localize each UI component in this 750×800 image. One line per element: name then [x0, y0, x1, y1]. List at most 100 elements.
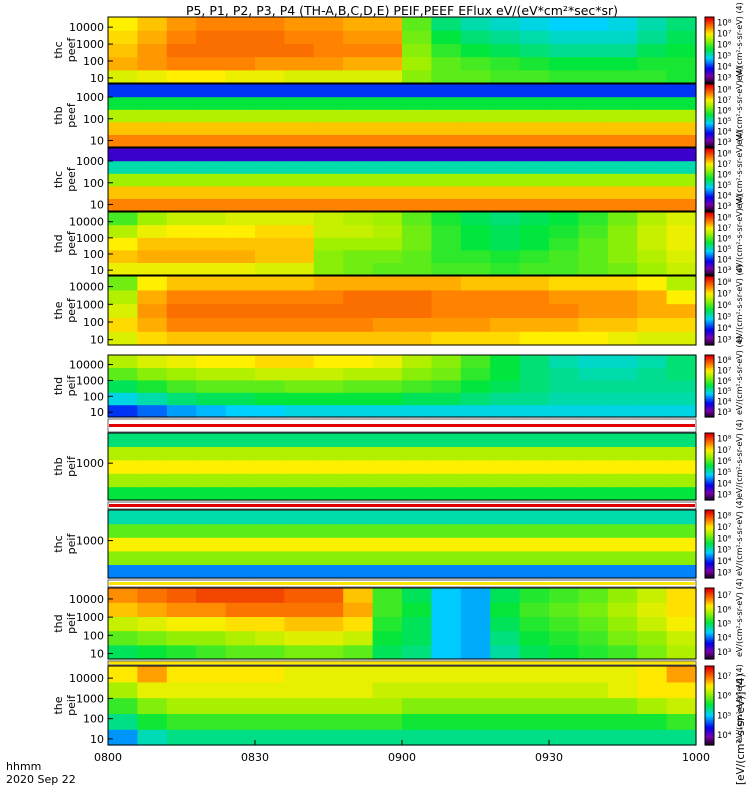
colorbar-segment [705, 528, 714, 531]
heatmap-cell [402, 17, 432, 31]
heatmap-cell [255, 616, 285, 632]
colorbar-segment [705, 709, 714, 713]
heatmap-cell [108, 237, 138, 251]
heatmap-cell [431, 148, 462, 162]
colorbar-segment [705, 544, 714, 547]
colorbar-segment [705, 203, 714, 206]
heatmap-cell [255, 537, 285, 552]
heatmap-cell [490, 630, 521, 646]
heatmap-cell [255, 237, 285, 251]
colorbar-label: eV/(cm²-s-sr-eV) (4) [735, 2, 744, 81]
heatmap-cell [666, 433, 697, 447]
colorbar-segment [705, 614, 714, 618]
heatmap-cell [490, 317, 521, 332]
heatmap-cell [519, 537, 550, 552]
heatmap-cell [666, 212, 697, 226]
heatmap-cell [402, 289, 432, 305]
colorbar-segment [705, 484, 714, 488]
heatmap-cell [460, 729, 491, 746]
heatmap-cell [313, 84, 344, 98]
heatmap-cell [313, 148, 344, 162]
colorbar-segment [705, 468, 714, 471]
panel-name-label: the [52, 301, 65, 319]
heatmap-cell [196, 109, 227, 123]
heatmap-cell [607, 317, 638, 332]
heatmap-cell [284, 30, 315, 44]
heatmap-cell [607, 486, 638, 501]
colorbar-segment [705, 451, 714, 454]
heatmap-cell [519, 630, 550, 646]
colorbar-segment [705, 61, 714, 64]
colorbar-segment [705, 291, 714, 294]
heatmap-cell [519, 198, 550, 212]
heatmap-cell [225, 433, 256, 447]
heatmap-cell [166, 262, 197, 276]
colorbar-segment [705, 343, 714, 346]
heatmap-cell [460, 392, 491, 406]
panel-sub-label: peef [65, 297, 78, 323]
heatmap-cell [637, 616, 668, 632]
heatmap-cell [372, 198, 403, 212]
heatmap-cell [255, 564, 285, 579]
colorbar-segment [705, 491, 714, 494]
colorbar-tick-label: 10⁷ [717, 96, 732, 106]
heatmap-cell [402, 459, 432, 474]
heatmap-cell [460, 697, 491, 714]
heatmap-cell [549, 317, 579, 332]
heatmap-cell [578, 109, 609, 123]
colorbar-segment [705, 96, 714, 99]
heatmap-cell [343, 109, 374, 123]
colorbar-segment [705, 88, 714, 91]
colorbar-segment [705, 129, 714, 132]
colorbar-segment [705, 226, 714, 229]
heatmap-cell [225, 121, 256, 135]
colorbar-segment [705, 177, 714, 181]
colorbar-segment [705, 699, 714, 703]
colorbar-tick-label: 10⁷ [717, 672, 732, 682]
colorbar-label: eV/(cm²-s-sr-eV) (4) [735, 497, 744, 576]
heatmap-cell [313, 69, 344, 84]
colorbar-segment [705, 324, 714, 327]
heatmap-cell [372, 56, 403, 71]
heatmap-cell [402, 550, 432, 565]
heatmap-cell [166, 473, 197, 488]
heatmap-cell [460, 56, 491, 71]
colorbar-segment [705, 555, 714, 559]
heatmap-cell [166, 148, 197, 162]
heatmap-cell [637, 303, 668, 318]
colorbar-segment [705, 632, 714, 635]
heatmap-cell [578, 121, 609, 135]
heatmap-cell [607, 237, 638, 251]
heatmap-cell [225, 96, 256, 110]
heatmap-cell [549, 185, 579, 199]
heatmap-cell [255, 681, 285, 699]
heatmap-cell [578, 96, 609, 110]
heatmap-cell [313, 564, 344, 579]
heatmap-cell [372, 433, 403, 447]
heatmap-cell [519, 486, 550, 501]
heatmap-cell [637, 537, 668, 552]
heatmap-cell [578, 148, 609, 162]
panel-frame [107, 147, 697, 212]
colorbar-segment [705, 63, 714, 66]
heatmap-cell [137, 681, 168, 699]
heatmap-cell [578, 729, 609, 746]
heatmap-cell [519, 84, 550, 98]
heatmap-cell [225, 616, 256, 632]
colorbar-segment [705, 735, 714, 738]
heatmap-cell [372, 537, 403, 552]
colorbar-segment [705, 454, 714, 458]
colorbar-segment [705, 271, 714, 275]
colorbar-segment [705, 326, 714, 329]
colorbar-segment [705, 336, 714, 339]
heatmap-cell [460, 109, 491, 123]
heatmap-cell [108, 564, 138, 579]
heatmap-cell [196, 160, 227, 174]
heatmap-cell [372, 84, 403, 98]
heatmap-cell [372, 564, 403, 579]
colorbar-segment [705, 554, 714, 557]
colorbar-segment [705, 115, 714, 118]
colorbar-segment [705, 308, 714, 312]
heatmap-cell [666, 510, 697, 525]
heatmap-cell [196, 630, 227, 646]
